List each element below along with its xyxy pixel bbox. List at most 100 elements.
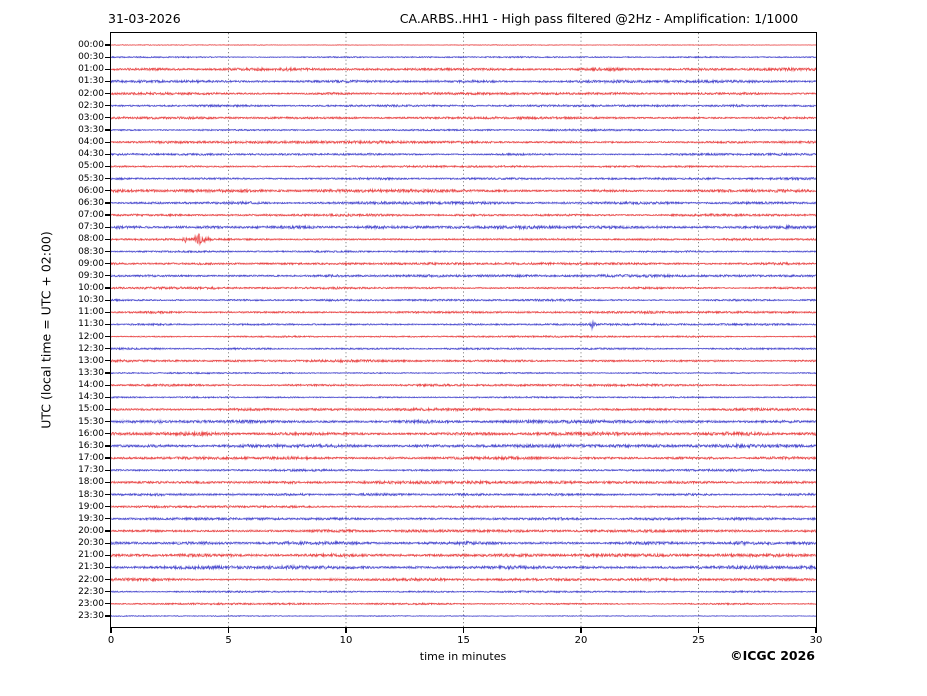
x-tick-mark [462,628,465,633]
y-tick-mark [105,554,110,556]
x-tick-label: 20 [574,635,588,646]
time-row-label: 12:30 [78,343,104,354]
y-tick-mark [105,129,110,131]
time-row-label: 03:00 [78,112,104,123]
x-tick-mark [227,628,230,633]
time-row-label: 06:00 [78,185,104,196]
y-tick-mark [105,311,110,313]
time-row-label: 02:00 [78,88,104,99]
time-row-label: 05:30 [78,173,104,184]
y-tick-mark [105,481,110,483]
y-tick-mark [105,56,110,58]
x-tick-mark [815,628,817,633]
y-tick-mark [105,542,110,544]
time-row-label: 11:30 [78,319,104,330]
time-row-label: 17:30 [78,465,104,476]
y-tick-mark [105,433,110,435]
y-tick-mark [105,348,110,350]
time-row-label: 08:00 [78,234,104,245]
time-row-label: 03:30 [78,125,104,136]
time-row-label: 07:30 [78,222,104,233]
y-tick-mark [105,68,110,70]
time-row-label: 10:30 [78,295,104,306]
x-tick-mark [580,628,582,633]
y-tick-mark [105,360,110,362]
time-row-label: 22:30 [78,586,104,597]
time-row-label: 21:30 [78,562,104,573]
time-row-label: 11:00 [78,307,104,318]
y-tick-mark [105,578,110,581]
x-tick-label: 5 [225,635,232,646]
y-tick-mark [105,226,110,228]
time-row-label: 07:00 [78,210,104,221]
x-tick-label: 10 [339,635,353,646]
time-row-label: 02:30 [78,100,104,111]
copyright-label: ©ICGC 2026 [730,648,815,663]
y-tick-mark [105,396,110,398]
time-row-label: 18:00 [78,477,104,488]
y-tick-mark [105,165,110,168]
x-tick-label: 30 [809,635,823,646]
y-tick-mark [105,518,110,520]
time-row-label: 15:00 [78,404,104,415]
time-row-label: 04:00 [78,137,104,148]
time-row-label: 12:00 [78,331,104,342]
y-tick-mark [105,178,110,180]
time-row-label: 14:00 [78,380,104,391]
y-tick-mark [105,190,110,192]
y-tick-mark [105,80,110,83]
time-row-label: 22:00 [78,574,104,585]
y-tick-mark [105,603,110,605]
y-tick-mark [105,238,110,240]
time-row-label: 16:00 [78,428,104,439]
y-tick-mark [105,469,110,471]
y-tick-mark [105,202,110,204]
y-tick-mark [105,445,110,447]
y-tick-mark [105,457,110,459]
y-tick-mark [105,506,110,508]
time-row-label: 01:30 [78,76,104,87]
time-row-label: 19:30 [78,513,104,524]
time-row-label: 08:30 [78,246,104,257]
time-row-label: 16:30 [78,440,104,451]
time-row-label: 00:30 [78,52,104,63]
time-row-label: 04:30 [78,149,104,160]
x-axis-title: time in minutes [419,650,507,663]
y-tick-mark [105,408,110,411]
y-tick-mark [105,493,110,496]
time-row-label: 20:00 [78,525,104,536]
x-tick-mark [345,628,347,633]
time-row-label: 23:30 [78,611,104,621]
y-tick-mark [105,335,110,338]
time-row-label: 09:30 [78,270,104,281]
y-tick-mark [105,153,110,155]
y-tick-mark [105,421,110,423]
y-tick-mark [105,117,110,119]
y-tick-mark [105,591,110,593]
y-tick-mark [105,287,110,289]
x-tick-mark [110,628,112,633]
y-tick-mark [105,275,110,277]
y-tick-mark [105,105,110,107]
time-row-label: 09:00 [78,258,104,269]
time-row-label: 06:30 [78,197,104,208]
seismogram-trace-canvas [111,33,816,627]
x-tick-label: 15 [457,635,470,646]
x-tick-label: 25 [692,635,705,646]
y-tick-mark [105,299,110,301]
time-row-label: 10:00 [78,282,104,293]
time-row-label: 21:00 [78,550,104,561]
time-row-label: 19:00 [78,501,104,512]
y-tick-mark [105,372,110,374]
x-tick-mark [697,628,700,633]
time-row-label: 23:00 [78,598,104,609]
y-tick-mark [105,615,110,617]
y-tick-mark [105,530,110,532]
y-tick-mark [105,566,110,568]
time-row-label: 01:00 [78,64,104,75]
time-row-label: 00:00 [78,40,104,50]
time-row-label: 20:30 [78,538,104,549]
y-tick-mark [105,214,110,216]
time-row-label: 05:00 [78,161,104,172]
